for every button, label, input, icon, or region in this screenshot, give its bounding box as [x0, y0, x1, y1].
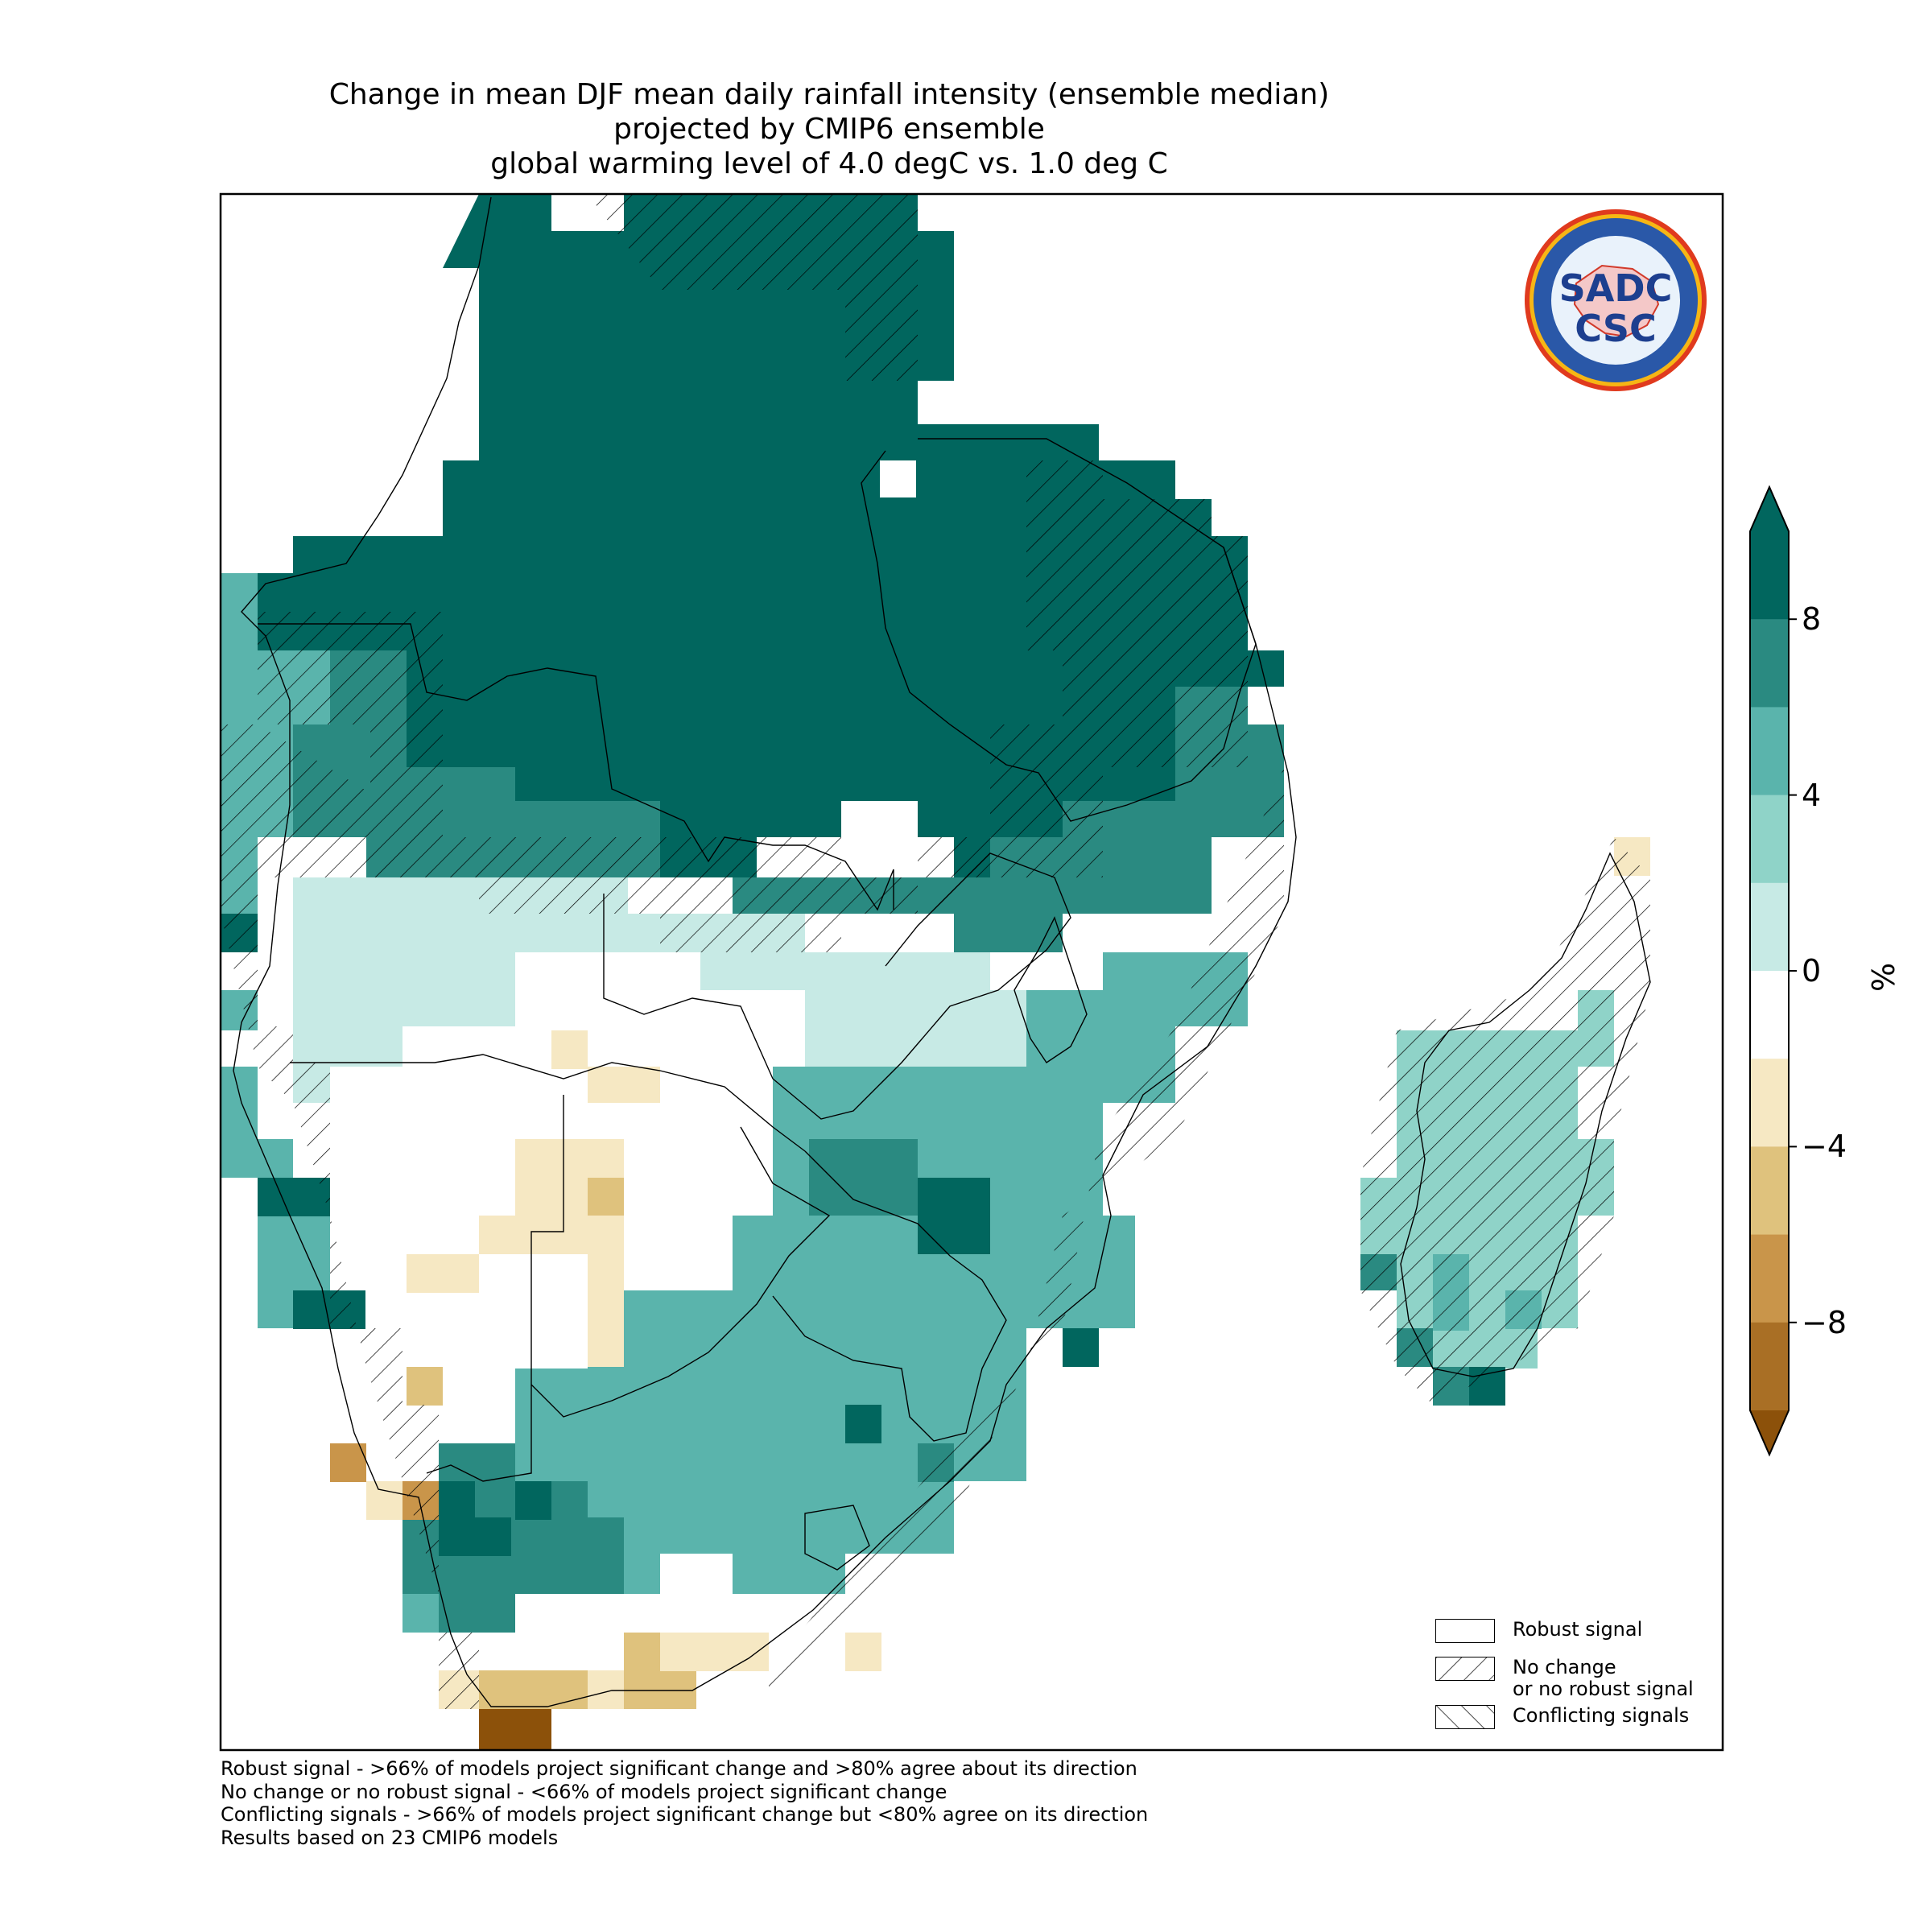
- legend-label-robust: Robust signal: [1513, 1618, 1643, 1641]
- colorbar-bin: [1750, 1322, 1789, 1411]
- title-line-3: global warming level of 4.0 degC vs. 1.0…: [490, 147, 1168, 180]
- country-borders: [233, 196, 1651, 1707]
- decrease-cell: [479, 1709, 551, 1750]
- colorbar-bin: [1750, 1146, 1789, 1236]
- colorbar: [1749, 485, 1797, 1457]
- decrease-cell: [479, 1216, 624, 1254]
- border-zambia: [603, 852, 1071, 1120]
- legend-swatch-conflicting: [1435, 1705, 1495, 1729]
- colorbar-unit: %: [1866, 962, 1902, 993]
- colorbar-bin: [1750, 795, 1789, 884]
- region-se-core: [1063, 1328, 1099, 1367]
- decrease-cell: [660, 1633, 769, 1671]
- colorbar-bin: [1750, 1234, 1789, 1323]
- footnote-no-change: No change or no robust signal - <66% of …: [221, 1780, 947, 1803]
- legend-label-no-change-line1: No change: [1513, 1656, 1616, 1678]
- colorbar-outline: [1749, 485, 1790, 1457]
- region-cape-core: [439, 1481, 475, 1520]
- decrease-cell: [551, 1030, 588, 1069]
- border-angola-namibia: [290, 1054, 806, 1152]
- border-drc-east: [861, 438, 1257, 822]
- legend-label-no-change-line2: or no robust signal: [1513, 1678, 1694, 1700]
- decrease-cell: [366, 1481, 402, 1520]
- map-panel: [221, 194, 1650, 1750]
- legend-swatch-robust: [1435, 1619, 1495, 1643]
- legend-swatch-no-change: [1435, 1657, 1495, 1681]
- footnote-models: Results based on 23 CMIP6 models: [221, 1826, 559, 1849]
- legend-item-no-change: No change or no robust signal: [1435, 1657, 1694, 1700]
- colorbar-bin: [1750, 619, 1789, 708]
- chart-title: Change in mean DJF mean daily rainfall i…: [0, 77, 1658, 181]
- colorbar-bin: [1750, 707, 1789, 796]
- decrease-cell: [407, 1367, 443, 1406]
- map-icon: [1573, 264, 1660, 338]
- legend-item-robust: Robust signal: [1435, 1619, 1642, 1643]
- colorbar-bin: [1750, 882, 1789, 972]
- decrease-cell: [588, 1067, 660, 1103]
- decrease-cell: [588, 1254, 624, 1367]
- decrease-cell: [407, 1254, 479, 1293]
- colorbar-tick-label: 0: [1802, 953, 1822, 989]
- region-west-cell: [258, 1178, 330, 1216]
- region-se-core: [845, 1405, 881, 1443]
- region-se-core: [809, 1139, 918, 1216]
- decrease-cell: [330, 1443, 366, 1482]
- region-north-increase: [258, 194, 1284, 877]
- logo-mark-bottom: CSC: [1575, 307, 1657, 350]
- colorbar-tick-label: 8: [1802, 601, 1822, 638]
- region-gap: [880, 460, 916, 497]
- border-drc-angola: [258, 623, 894, 911]
- border-malawi: [1013, 916, 1088, 1063]
- colorbar-extend-max: [1750, 487, 1789, 531]
- region-light-increase: [293, 877, 1026, 1103]
- colorbar-tick-label: 4: [1802, 777, 1822, 813]
- coastline-west: [233, 196, 1297, 1707]
- title-line-1: Change in mean DJF mean daily rainfall i…: [328, 78, 1330, 111]
- border-south-africa: [426, 1385, 870, 1571]
- sadc-csc-logo: SADC CSC: [1525, 209, 1707, 391]
- colorbar-bin: [1750, 1059, 1789, 1147]
- region-cape-core: [515, 1481, 551, 1520]
- legend-item-conflicting: Conflicting signals: [1435, 1705, 1689, 1729]
- colorbar-bin: [1750, 971, 1789, 1059]
- logo-mark-top: SADC: [1559, 266, 1673, 310]
- footnote-conflicting: Conflicting signals - >66% of models pro…: [221, 1803, 1149, 1826]
- legend-label-conflicting: Conflicting signals: [1513, 1704, 1690, 1727]
- region-cape-core: [439, 1517, 511, 1556]
- footnotes: Robust signal - >66% of models project s…: [221, 1757, 1148, 1849]
- colorbar-tick-label: −4: [1802, 1129, 1847, 1165]
- legend-label-no-change: No change or no robust signal: [1513, 1657, 1694, 1700]
- decrease-cell: [588, 1178, 624, 1216]
- border-zimbabwe-moz: [772, 1150, 1007, 1442]
- decrease-cell: [479, 1670, 588, 1709]
- border-botswana: [530, 1095, 831, 1418]
- decrease-cell: [845, 1633, 881, 1671]
- title-line-2: projected by CMIP6 ensemble: [613, 113, 1045, 146]
- colorbar-bin: [1750, 531, 1789, 620]
- footnote-robust: Robust signal - >66% of models project s…: [221, 1757, 1137, 1780]
- region-se-core: [918, 1178, 990, 1254]
- colorbar-tick-label: −8: [1802, 1304, 1847, 1340]
- map-frame: [219, 192, 1724, 1752]
- border-madagascar: [1400, 852, 1651, 1377]
- region-southeast-increase: [402, 952, 1248, 1633]
- colorbar-extend-min: [1750, 1410, 1789, 1455]
